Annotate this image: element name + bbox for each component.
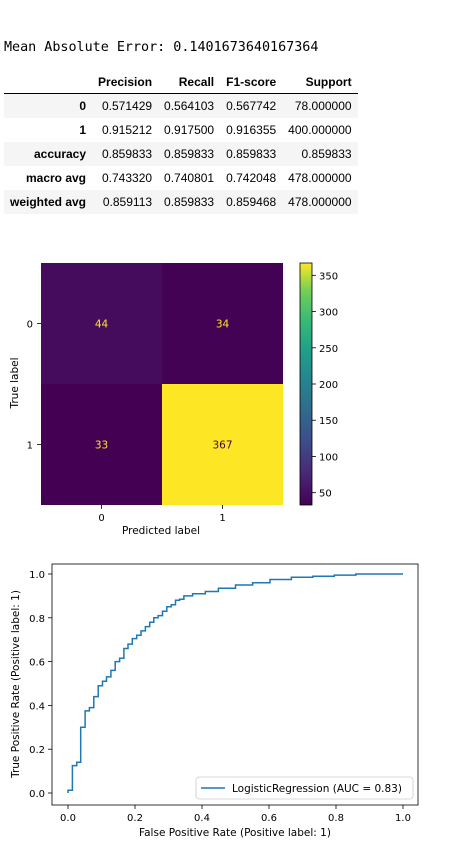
rmse-line: Root Mean Squared Error: 0.3743893214512…: [4, 97, 343, 112]
roc-xtick-label: 0.2: [127, 813, 143, 824]
table-header-index: [4, 71, 92, 94]
roc-series-line: [67, 573, 403, 793]
confusion-matrix-cells: [41, 263, 283, 505]
table-cell: 78.000000: [294, 99, 352, 113]
table-row: 1 0.915212 0.917500 0.916355 400.000000: [4, 118, 358, 142]
mae-line: Mean Absolute Error: 0.1401673640167364: [4, 40, 319, 55]
colorbar-ticks: 50 100 150 200 250 300 350: [312, 271, 338, 500]
colorbar-tick-label: 50: [319, 489, 332, 500]
table-cell: 0.859833: [301, 147, 352, 161]
cm-cell: [41, 384, 162, 505]
row-label: 0: [79, 99, 87, 113]
cm-cell-value: 34: [216, 319, 230, 331]
table-cell: 0.571429: [101, 99, 153, 113]
table-row: macro avg 0.743320 0.740801 0.742048 478…: [4, 166, 358, 190]
table-cell: 0.740801: [164, 171, 215, 185]
table-cell: 0.915212: [101, 123, 153, 137]
cm-xtick-label: 0: [98, 513, 104, 524]
table-cell: 478.000000: [288, 171, 352, 185]
roc-xtick-label: 0.6: [261, 813, 277, 824]
table-header-precision: Precision: [98, 75, 153, 89]
cm-ytick-label: 0: [27, 320, 33, 331]
table-header-f1: F1-score: [226, 75, 277, 89]
roc-plot-frame: [51, 563, 419, 806]
row-label: 1: [79, 123, 87, 137]
cm-cell-value: 44: [95, 319, 109, 331]
colorbar: [299, 262, 313, 506]
table-cell: 0.859113: [102, 195, 153, 209]
cm-xlabel: Predicted label: [122, 525, 200, 537]
confusion-matrix-ticks: 0 1 0 1: [27, 320, 226, 525]
colorbar-tick-label: 200: [319, 380, 338, 391]
table-cell: 0.859833: [101, 147, 153, 161]
cm-ytick-label: 1: [27, 441, 33, 452]
table-header-recall: Recall: [178, 75, 215, 89]
cm-cell: [162, 384, 283, 505]
table-cell: 0.564103: [164, 99, 215, 113]
roc-curve-chart: 0.0 0.2 0.4 0.6 0.8 1.0 0.0 0.2 0.4 0.6 0.8 1.0 Log…: [10, 563, 419, 839]
roc-ytick-label: 0.4: [29, 701, 45, 712]
table-cell: 0.859833: [164, 147, 215, 161]
table-cell: 0.916355: [226, 123, 277, 137]
table-cell: 0.742048: [226, 171, 277, 185]
row-label: weighted avg: [10, 195, 87, 209]
table-cell: 0.859833: [226, 147, 277, 161]
row-label: macro avg: [25, 171, 87, 185]
table-header-support: Support: [305, 75, 352, 89]
colorbar-tick-label: 350: [319, 271, 338, 282]
cm-cell: [41, 263, 162, 384]
metrics-output: Mean Absolute Error: 0.1401673640167364 …: [4, 0, 343, 133]
cm-cell-value: 33: [95, 440, 108, 452]
cm-ylabel: True label: [9, 357, 21, 409]
legend-box: [195, 776, 414, 800]
classification-report-table: Precision Recall F1-score Support 0 0.57…: [4, 71, 358, 214]
roc-ylabel: True Positive Rate (Positive label: 1): [10, 590, 22, 779]
legend-label: LogisticRegression (AUC = 0.83): [232, 783, 402, 795]
roc-ytick-label: 0.0: [29, 789, 45, 800]
roc-ytick-label: 0.6: [29, 658, 45, 669]
roc-ytick-label: 0.2: [29, 745, 45, 756]
colorbar-tick-label: 300: [319, 308, 338, 319]
colorbar-tick-label: 100: [319, 452, 338, 463]
table-cell: 478.000000: [288, 195, 352, 209]
table-cell: 0.859468: [226, 195, 277, 209]
colorbar-tick-label: 250: [319, 344, 338, 355]
roc-legend: LogisticRegression (AUC = 0.83): [195, 776, 414, 800]
roc-xtick-label: 0.0: [60, 813, 76, 824]
colorbar-tick-label: 150: [319, 416, 338, 427]
table-cell: 0.859833: [164, 195, 215, 209]
table-cell: 0.743320: [101, 171, 153, 185]
cm-cell: [162, 263, 283, 384]
roc-ticks: 0.0 0.2 0.4 0.6 0.8 1.0 0.0 0.2 0.4 0.6 0.8 1.0: [29, 570, 411, 824]
cm-cell-value: 367: [212, 440, 232, 452]
cm-xtick-label: 1: [219, 513, 225, 524]
table-cell: 400.000000: [288, 123, 352, 137]
table-header-row: Precision Recall F1-score Support: [4, 71, 358, 94]
row-label: accuracy: [33, 147, 87, 161]
table-row: accuracy 0.859833 0.859833 0.859833 0.85…: [4, 142, 358, 166]
roc-xtick-label: 1.0: [395, 813, 411, 824]
table-row: weighted avg 0.859113 0.859833 0.859468 …: [4, 190, 358, 214]
confusion-matrix-cell-labels: 44 34 33 367: [95, 319, 233, 452]
table-row: 0 0.571429 0.564103 0.567742 78.000000: [4, 93, 358, 118]
roc-ytick-label: 0.8: [29, 614, 45, 625]
table-cell: 0.917500: [164, 123, 215, 137]
confusion-matrix-chart: 44 34 33 367 0 1 0 1 Predicted label True labe…: [9, 262, 338, 537]
roc-xtick-label: 0.8: [328, 813, 344, 824]
roc-ytick-label: 1.0: [29, 570, 45, 581]
roc-xtick-label: 0.4: [194, 813, 210, 824]
roc-xlabel: False Positive Rate (Positive label: 1): [139, 827, 331, 839]
table-cell: 0.567742: [226, 99, 277, 113]
